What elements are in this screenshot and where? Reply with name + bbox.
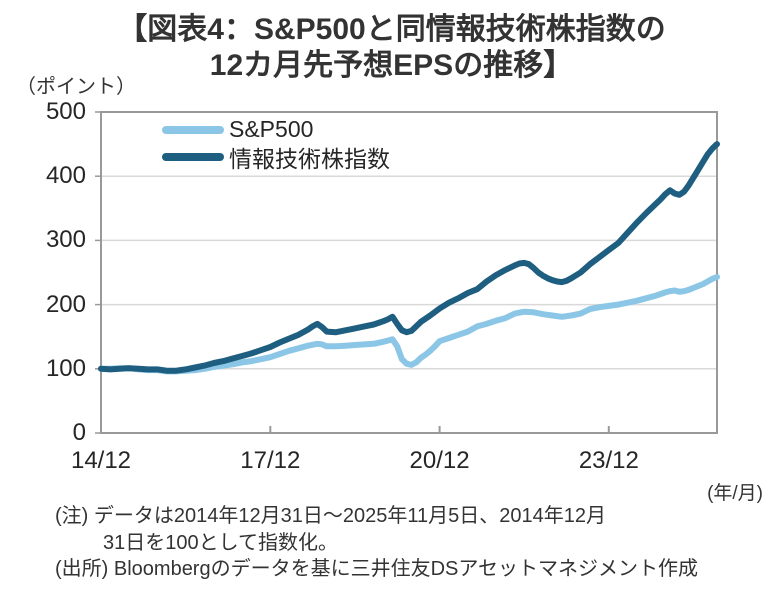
legend-swatch-it-index (162, 152, 224, 161)
x-tick-label: 14/12 (70, 447, 132, 474)
y-tick-label: 300 (45, 226, 86, 254)
legend-label-sp500: S&P500 (229, 116, 314, 142)
y-tick-label: 100 (45, 354, 86, 382)
chart-title-line1: 【図表4：S&P500と同情報技術株指数の (117, 13, 666, 46)
y-tick-label: 500 (45, 98, 86, 125)
legend-item-sp500: S&P500 (162, 116, 390, 143)
y-tick-label: 200 (45, 290, 86, 318)
y-tick-label: 400 (45, 162, 86, 190)
x-axis-unit-label: (年/月) (707, 483, 763, 504)
note-line2: 31日を100として指数化。 (103, 531, 339, 554)
legend: S&P500 情報技術株指数 (162, 116, 390, 172)
x-tick-label: 17/12 (240, 447, 301, 474)
plot-area: S&P500 情報技術株指数 (90, 106, 724, 442)
legend-label-it-index: 情報技術株指数 (229, 145, 390, 172)
footnotes: (注) データは2014年12月31日～2025年11月5日、2014年12月 … (55, 503, 698, 583)
y-axis-unit-label: （ポイント） (16, 76, 136, 98)
chart-svg (95, 111, 720, 434)
legend-swatch-sp500 (162, 125, 224, 134)
legend-item-it-index: 情報技術株指数 (162, 143, 390, 172)
chart-title-line2: 12カ月先予想EPSの推移】 (209, 49, 574, 82)
y-tick-label: 0 (72, 419, 86, 446)
x-tick-label: 20/12 (409, 447, 470, 474)
x-tick-label: 23/12 (578, 447, 639, 474)
note-line1: (注) データは2014年12月31日～2025年11月5日、2014年12月 (55, 505, 606, 527)
source-line: (出所) Bloombergのデータを基に三井住友DSアセットマネジメント作成 (55, 558, 698, 580)
